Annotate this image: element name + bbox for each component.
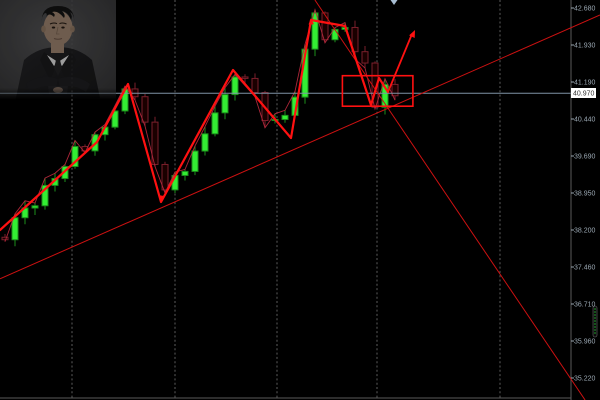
svg-text:36.710: 36.710 — [574, 302, 596, 309]
svg-text:35.220: 35.220 — [574, 376, 596, 383]
svg-text:37.460: 37.460 — [574, 265, 596, 272]
svg-text:41.190: 41.190 — [574, 80, 596, 87]
svg-text:40.440: 40.440 — [574, 117, 596, 124]
svg-text:38.950: 38.950 — [574, 191, 596, 198]
svg-text:35.960: 35.960 — [574, 339, 596, 346]
svg-text:42.680: 42.680 — [574, 6, 596, 13]
svg-text:39.690: 39.690 — [574, 154, 596, 161]
svg-text:38.200: 38.200 — [574, 228, 596, 235]
svg-text:41.930: 41.930 — [574, 43, 596, 50]
svg-text:40.970: 40.970 — [573, 91, 595, 98]
